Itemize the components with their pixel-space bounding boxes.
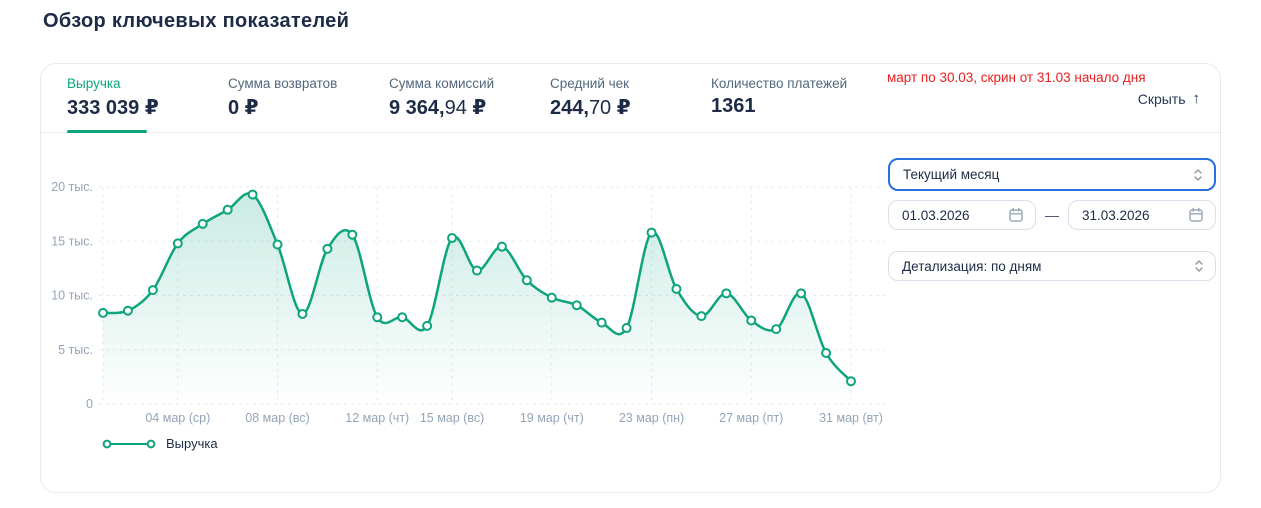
data-point[interactable]	[347, 229, 358, 240]
data-point[interactable]	[447, 233, 458, 243]
period-select[interactable]: Текущий месяц	[888, 158, 1216, 191]
data-point[interactable]	[122, 305, 133, 316]
data-point[interactable]	[571, 300, 582, 311]
calendar-icon[interactable]	[1188, 207, 1204, 223]
metric-tab-1[interactable]: Выручка 333 039 ₽	[67, 76, 228, 120]
arrow-up-icon: ↑	[1192, 90, 1201, 107]
range-dash: —	[1045, 207, 1059, 223]
x-axis-tick: 27 мар (пт)	[719, 411, 783, 425]
data-point[interactable]	[721, 288, 732, 299]
revenue-chart: 0 5 тыс. 10 тыс. 15 тыс. 20 тыс. 04 мар (ср) 0…	[51, 180, 885, 425]
date-from-value: 01.03.2026	[902, 207, 970, 223]
x-axis-tick: 08 мар (вс)	[245, 411, 309, 425]
legend-line-icon	[102, 439, 156, 448]
chevron-up-down-icon	[1193, 167, 1203, 183]
data-point[interactable]	[496, 241, 507, 252]
chart-controls: Текущий месяц 01.03.2026	[888, 158, 1216, 281]
metric-value: 244,70 ₽	[550, 97, 631, 119]
annotation-note: март по 30.03, скрин от 31.03 начало дня	[887, 70, 1146, 85]
data-point[interactable]	[297, 308, 308, 319]
data-point[interactable]	[546, 292, 557, 303]
data-point[interactable]	[372, 312, 383, 323]
data-point[interactable]	[98, 307, 108, 318]
x-axis-tick: 23 мар (пн)	[619, 411, 684, 425]
active-tab-indicator	[67, 130, 147, 133]
data-point[interactable]	[596, 317, 607, 328]
hide-label: Скрыть	[1137, 90, 1186, 107]
detail-select[interactable]: Детализация: по дням	[888, 251, 1216, 281]
date-to-input[interactable]: 31.03.2026	[1068, 200, 1216, 230]
calendar-icon[interactable]	[1008, 207, 1024, 223]
chevron-up-down-icon	[1194, 258, 1204, 274]
metric-value: 9 364,94 ₽	[389, 97, 487, 119]
data-point[interactable]	[845, 376, 856, 387]
date-range: 01.03.2026 — 31.03.2026	[888, 200, 1216, 230]
hide-button[interactable]: Скрыть ↑	[1138, 90, 1200, 107]
data-point[interactable]	[796, 288, 807, 299]
data-point[interactable]	[147, 285, 158, 296]
metrics-tabs: Выручка 333 039 ₽ Сумма возвратов 0 ₽ Сумма …	[67, 76, 872, 120]
y-axis-tick: 10 тыс.	[51, 289, 93, 303]
revenue-area-fill	[103, 193, 851, 404]
metric-value: 333 039 ₽	[67, 97, 159, 119]
data-point[interactable]	[247, 189, 258, 200]
date-from-input[interactable]: 01.03.2026	[888, 200, 1036, 230]
data-point[interactable]	[197, 218, 208, 229]
data-point[interactable]	[646, 227, 657, 238]
legend-label: Выручка	[166, 436, 218, 451]
metric-tab-4[interactable]: Средний чек 244,70 ₽	[550, 76, 711, 120]
metric-value: 0 ₽	[228, 97, 259, 119]
detail-select-value: Детализация: по дням	[902, 258, 1042, 274]
metric-label: Выручка	[67, 76, 121, 91]
metric-label: Средний чек	[550, 76, 630, 91]
data-point[interactable]	[322, 243, 333, 254]
x-axis-tick: 31 мар (вт)	[819, 411, 883, 425]
metric-label: Количество платежей	[711, 76, 848, 91]
metric-label: Сумма возвратов	[228, 76, 338, 91]
y-axis-tick: 15 тыс.	[51, 234, 93, 248]
data-point[interactable]	[397, 312, 408, 323]
metric-tab-3[interactable]: Сумма комиссий 9 364,94 ₽	[389, 76, 550, 120]
data-point[interactable]	[671, 283, 682, 294]
y-axis-tick: 5 тыс.	[58, 343, 93, 357]
metric-label: Сумма комиссий	[389, 76, 495, 91]
y-axis-tick: 0	[86, 397, 93, 411]
period-select-value: Текущий месяц	[903, 167, 1000, 182]
data-point[interactable]	[172, 238, 183, 249]
y-axis-tick: 20 тыс.	[51, 180, 93, 194]
metric-tab-5[interactable]: Количество платежей 1361	[711, 76, 872, 120]
date-to-value: 31.03.2026	[1082, 207, 1150, 223]
metric-value: 1361	[711, 95, 756, 117]
data-point[interactable]	[771, 324, 782, 335]
x-axis-tick: 12 мар (чт)	[345, 411, 409, 425]
data-point[interactable]	[696, 311, 707, 322]
metric-tab-2[interactable]: Сумма возвратов 0 ₽	[228, 76, 389, 120]
x-axis-tick: 15 мар (вс)	[420, 411, 484, 425]
x-axis-tick: 04 мар (ср)	[145, 411, 210, 425]
data-point[interactable]	[222, 204, 233, 215]
page-title: Обзор ключевых показателей	[43, 10, 350, 32]
data-point[interactable]	[272, 239, 283, 250]
data-point[interactable]	[746, 315, 757, 326]
data-point[interactable]	[821, 348, 832, 358]
key-metrics-panel: Выручка 333 039 ₽ Сумма возвратов 0 ₽ Сумма …	[40, 63, 1221, 493]
data-point[interactable]	[621, 323, 632, 334]
chart-legend: Выручка	[101, 436, 218, 451]
x-axis-tick: 19 мар (чт)	[520, 411, 584, 425]
data-point[interactable]	[422, 320, 433, 331]
data-point[interactable]	[521, 275, 532, 286]
tabs-divider	[41, 132, 1220, 133]
data-point[interactable]	[472, 265, 482, 276]
